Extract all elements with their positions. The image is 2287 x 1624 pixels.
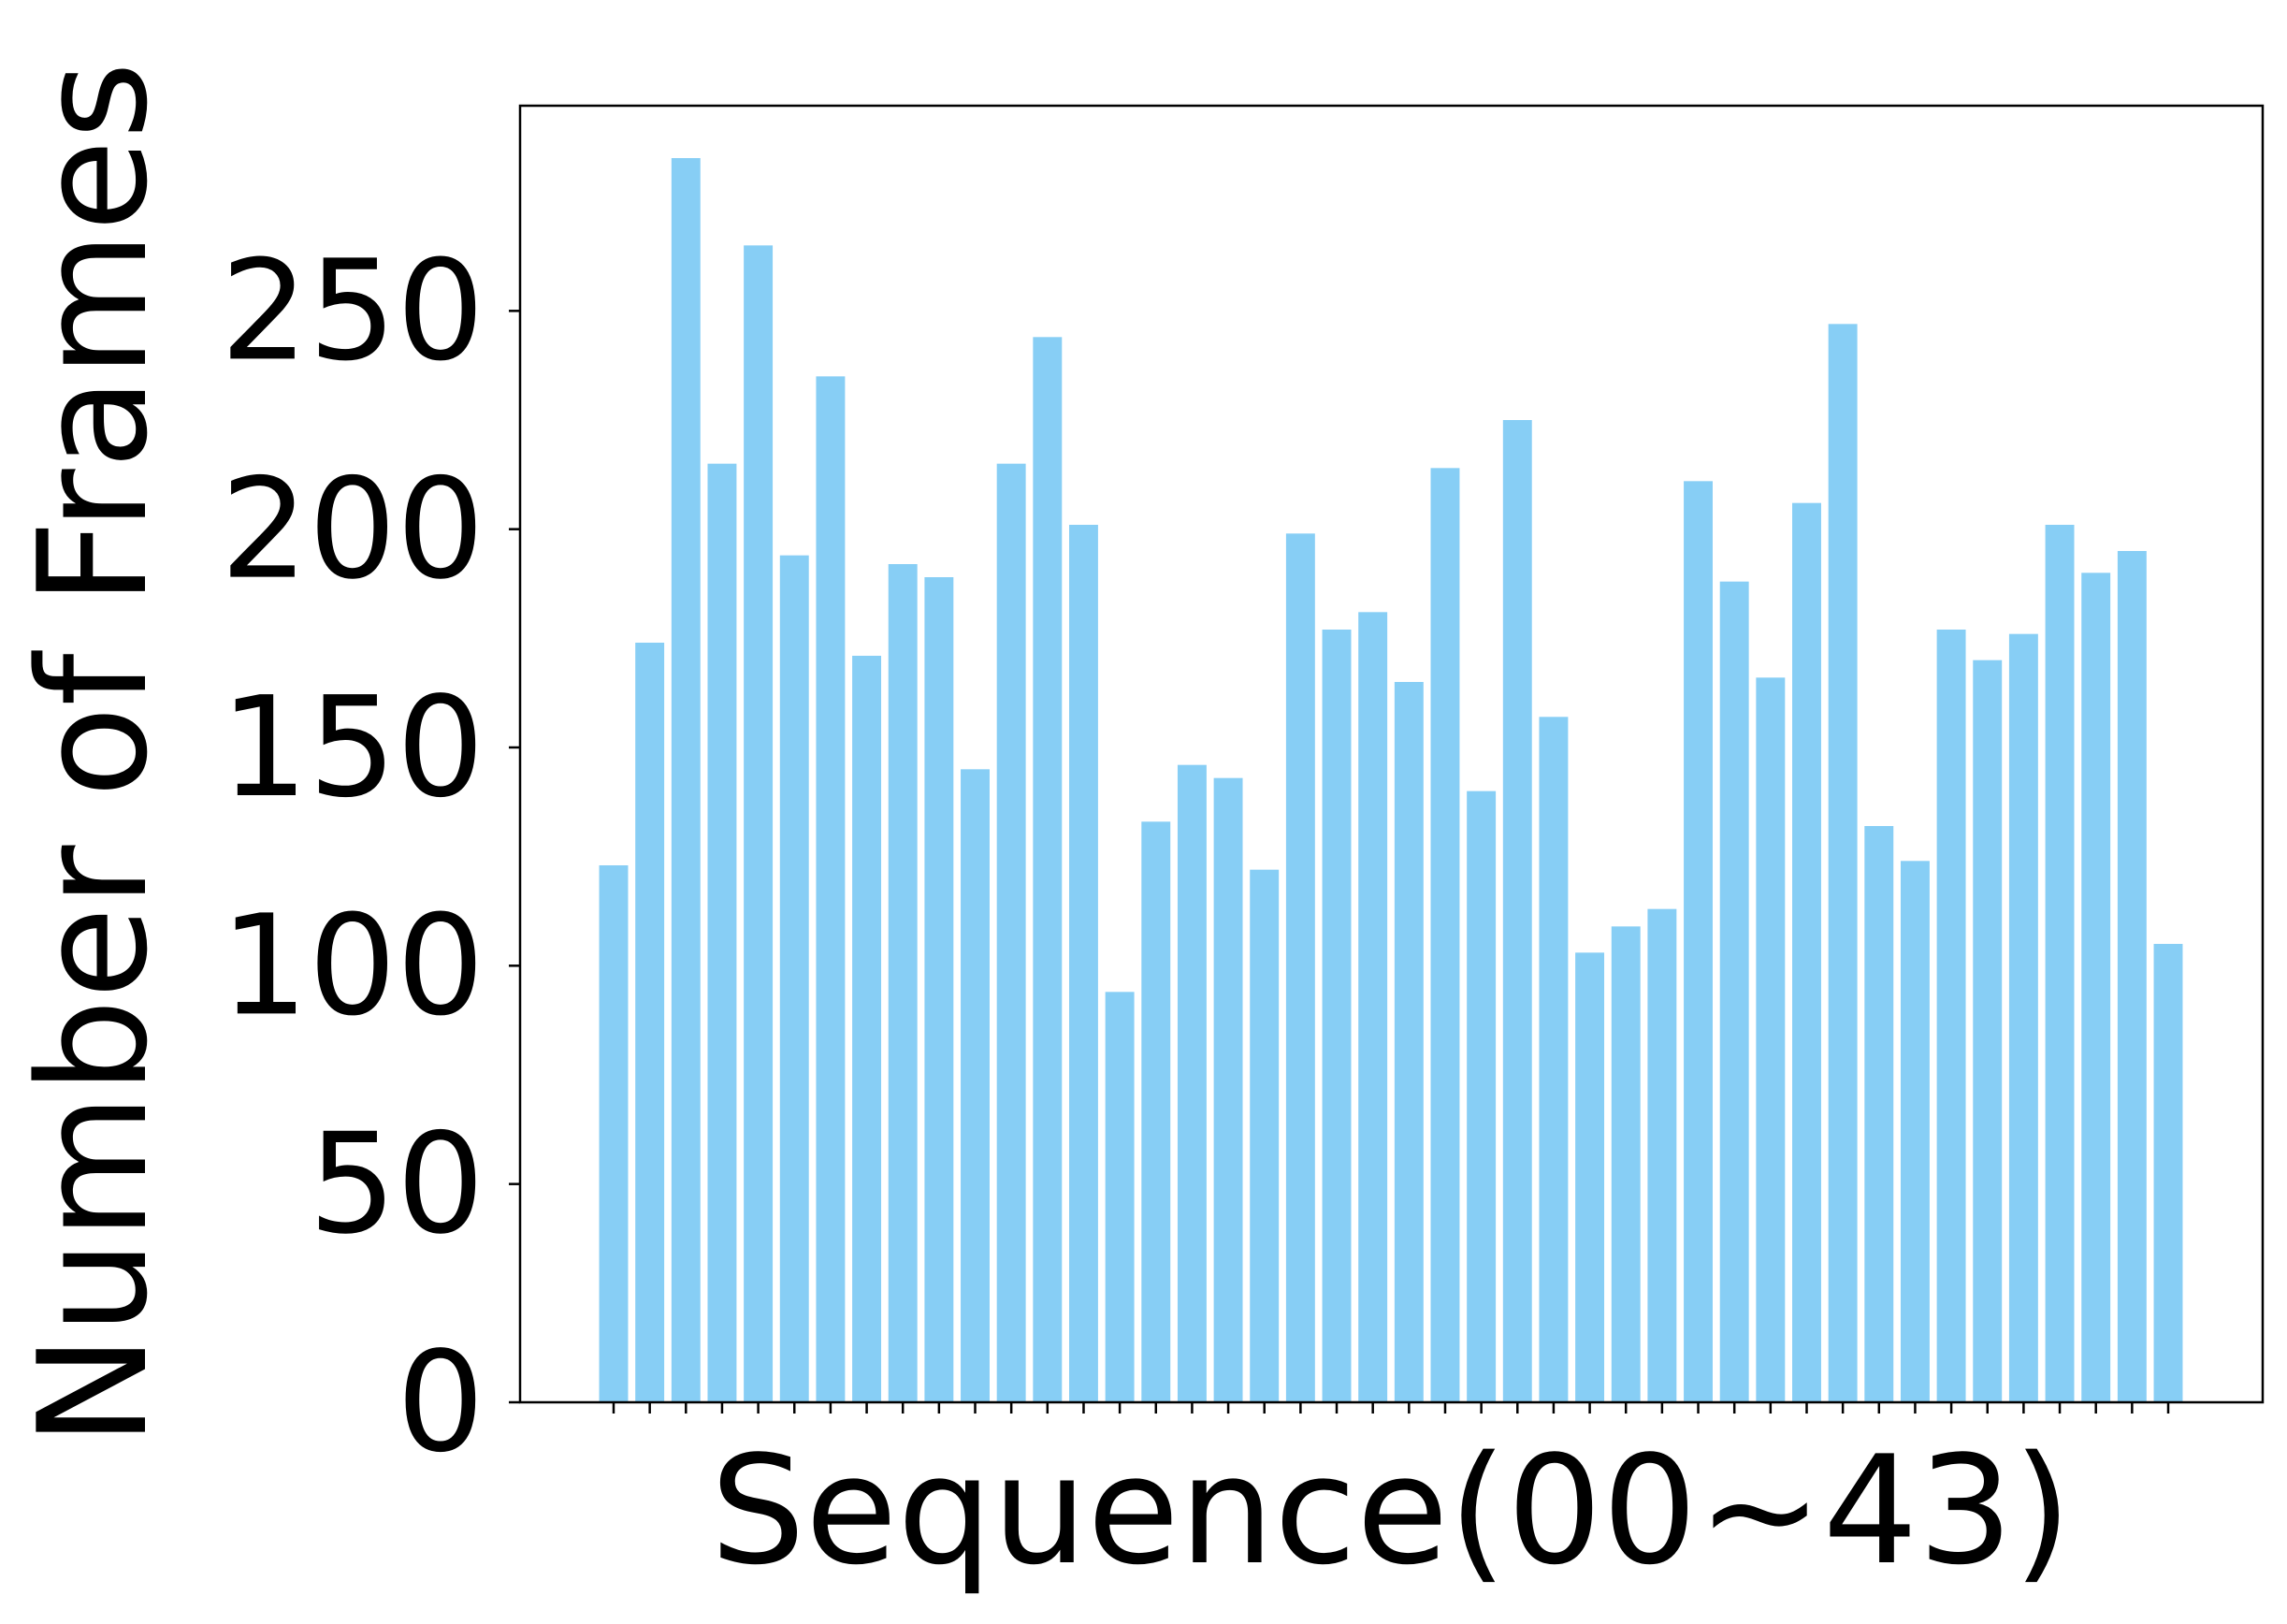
bar-21	[1358, 612, 1388, 1402]
bar-11	[996, 463, 1026, 1402]
bar-04	[744, 245, 774, 1403]
bar-34	[1828, 324, 1858, 1403]
y-tick-label-50: 50	[309, 1104, 485, 1265]
bar-43	[2153, 944, 2183, 1402]
y-axis-label: Number of Frames	[6, 62, 181, 1447]
bars-group	[599, 158, 2183, 1403]
bar-35	[1864, 826, 1894, 1402]
bar-30	[1684, 481, 1713, 1402]
x-ticks-group	[612, 1402, 2170, 1414]
bar-40	[2045, 525, 2075, 1402]
bar-00	[599, 865, 629, 1402]
bar-36	[1900, 861, 1930, 1402]
y-tick-label-100: 100	[221, 885, 485, 1046]
bar-09	[924, 577, 954, 1402]
bar-17	[1213, 777, 1243, 1402]
y-tick-label-0: 0	[397, 1322, 485, 1483]
bar-41	[2081, 573, 2111, 1402]
y-tick-label-250: 250	[221, 230, 485, 391]
bar-06	[816, 376, 846, 1403]
y-tick-label-150: 150	[221, 667, 485, 828]
y-ticks-group: 0 50 100 150 200 250	[221, 230, 520, 1483]
bar-20	[1322, 630, 1352, 1402]
bar-02	[671, 158, 701, 1402]
bar-27	[1575, 952, 1605, 1402]
bar-01	[635, 643, 665, 1402]
bar-31	[1719, 581, 1749, 1402]
bar-05	[779, 555, 809, 1402]
x-axis-label: Sequence(00~43)	[710, 1423, 2071, 1598]
bar-26	[1539, 717, 1569, 1402]
bar-08	[888, 564, 918, 1402]
bar-23	[1430, 468, 1460, 1403]
bar-14	[1105, 992, 1135, 1402]
bar-18	[1250, 869, 1280, 1402]
bar-29	[1647, 908, 1677, 1402]
bar-39	[2008, 633, 2038, 1402]
bar-13	[1069, 525, 1098, 1402]
bar-24	[1467, 790, 1497, 1402]
bar-10	[961, 769, 990, 1402]
bar-12	[1033, 337, 1063, 1403]
bar-16	[1177, 764, 1207, 1402]
bar-37	[1936, 630, 1966, 1402]
bar-25	[1502, 420, 1532, 1402]
bar-28	[1611, 926, 1641, 1402]
bar-33	[1792, 502, 1821, 1402]
bar-32	[1756, 677, 1786, 1402]
bar-22	[1394, 682, 1424, 1402]
y-tick-label-200: 200	[221, 449, 485, 610]
bar-19	[1285, 533, 1315, 1402]
bar-38	[1973, 660, 2003, 1402]
bar-15	[1141, 821, 1171, 1402]
bar-42	[2117, 551, 2147, 1402]
plot-area-frame	[518, 104, 2265, 1404]
bar-03	[707, 463, 737, 1402]
bar-07	[852, 656, 882, 1402]
